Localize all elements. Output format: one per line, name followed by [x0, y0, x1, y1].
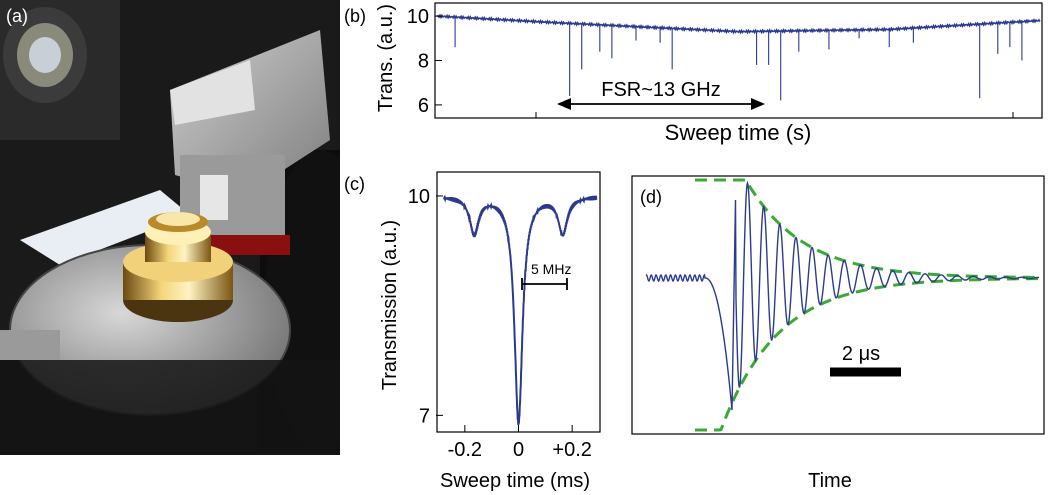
panel-a-label: (a) — [6, 6, 28, 26]
panel-d-envelope-fit — [695, 178, 1039, 432]
panel-b-ytick-label: 6 — [418, 95, 429, 117]
linewidth-annotation: 5 MHz — [531, 261, 571, 277]
panel-c-ytick-label: 7 — [419, 405, 430, 427]
linewidth-bar — [521, 278, 568, 290]
panel-d-fit-upper — [695, 178, 1039, 279]
panel-b-trace — [436, 13, 1041, 101]
panel-c-xtick-label: 0 — [513, 439, 524, 461]
fsr-annotation: FSR~13 GHz — [601, 79, 720, 101]
panel-b-ytick-label: 10 — [407, 6, 429, 28]
panel-c-ytick-label: 10 — [408, 186, 430, 208]
panel-b-xlabel: Sweep time (s) — [665, 120, 812, 145]
panel-d-frame — [631, 175, 1045, 435]
panel-b-label: (b) — [344, 6, 366, 26]
panel-b-yticks: 6 8 10 — [407, 6, 442, 117]
panel-c-trace — [442, 194, 598, 426]
panel-d-ringdown-trace — [645, 180, 1040, 411]
panel-b-ylabel: Trans. (a.u.) — [375, 4, 397, 112]
panel-c-frame — [436, 171, 601, 433]
panel-d: 2 μs Time — [631, 175, 1045, 492]
panel-c-label: (c) — [344, 174, 365, 194]
panel-c-xtick-label: -0.2 — [448, 439, 482, 461]
fsr-arrow — [557, 98, 765, 110]
panel-c-xtick-label: +0.2 — [552, 439, 591, 461]
panel-c-xticks: -0.2 0 +0.2 — [448, 425, 592, 461]
panel-c-xlabel: Sweep time (ms) — [440, 470, 590, 492]
panel-b-baseline — [436, 13, 1041, 35]
panel-d-xlabel: Time — [808, 470, 852, 492]
panel-d-trace — [645, 180, 1040, 411]
panel-c-yticks: 7 10 — [408, 186, 443, 427]
panel-b: 6 8 10 Trans. (a.u.) Sweep time (s) FSR~13… — [375, 2, 1043, 145]
panel-c-ylabel: Transmission (a.u.) — [379, 220, 401, 390]
scale-bar-label: 2 μs — [842, 343, 880, 365]
panel-c: -0.2 0 +0.2 7 10 Transmission (a.u.) Sweep … — [379, 171, 601, 492]
panel-d-label: (d) — [640, 187, 662, 207]
panel-d-fit-lower — [695, 277, 1039, 432]
panel-b-ytick-label: 8 — [418, 51, 429, 73]
resonator-photo — [0, 0, 340, 455]
panel-c-series — [442, 194, 598, 426]
